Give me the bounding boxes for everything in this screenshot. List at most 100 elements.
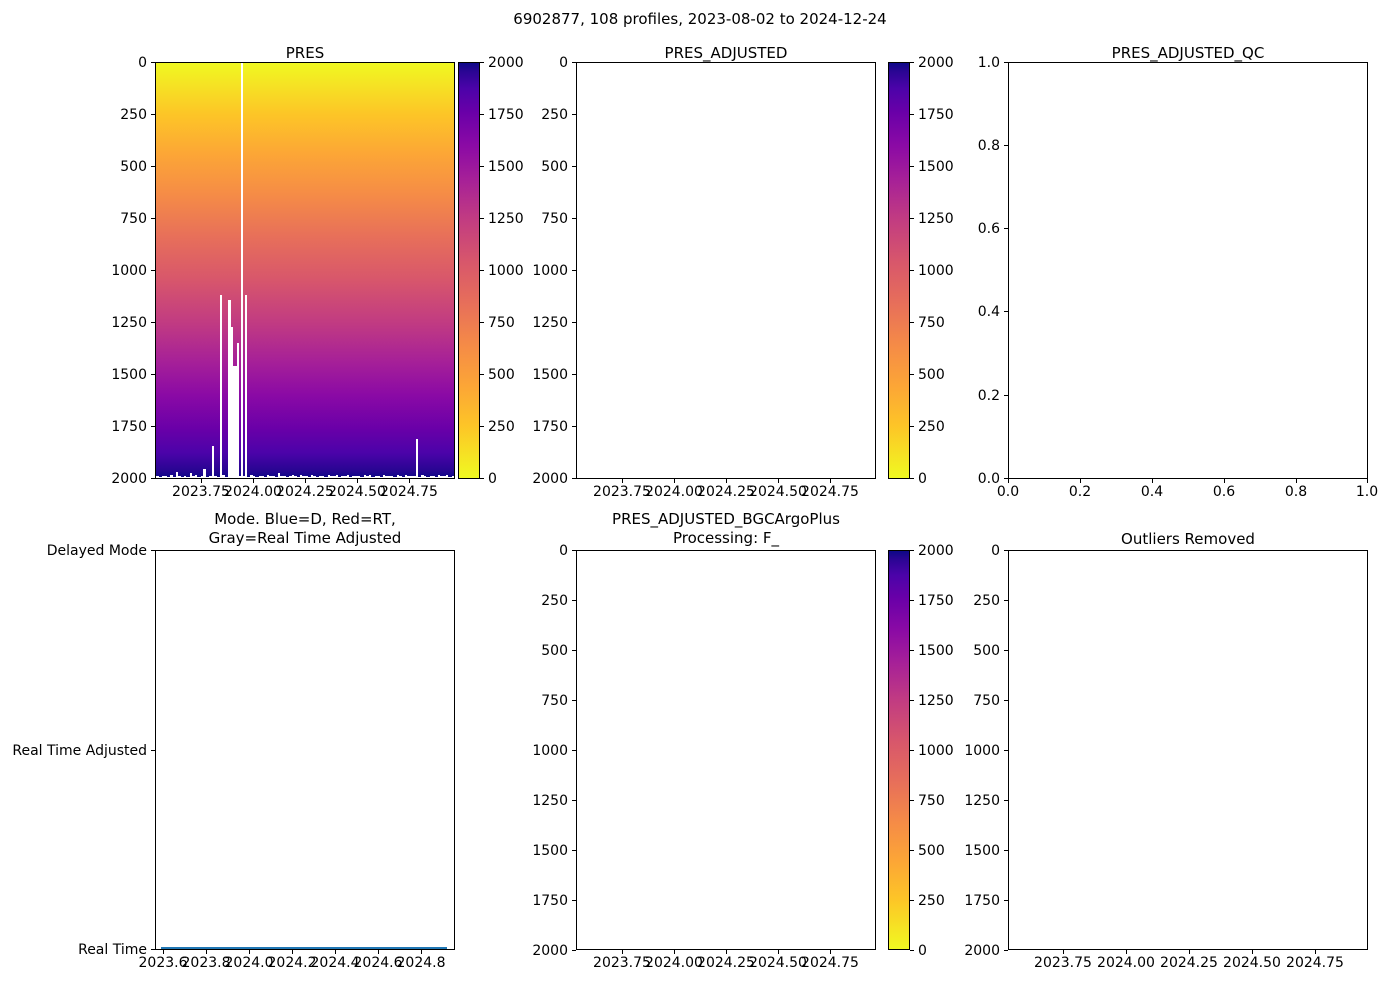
cbar-tick-label: 500: [918, 367, 945, 383]
cbar-tick-label: 1750: [918, 593, 954, 609]
xtick-mark: [409, 479, 410, 483]
cbar-tick-mark: [910, 218, 914, 219]
mode-data-point: [368, 947, 374, 949]
heatmap-column: [360, 63, 364, 477]
mode-data-point: [226, 947, 232, 949]
cbar-tick-mark: [910, 270, 914, 271]
axes-pres-adjusted-qc: [1008, 62, 1368, 479]
heatmap-column: [271, 63, 276, 476]
mode-data-point: [181, 947, 187, 949]
heatmap-column: [269, 63, 273, 477]
heatmap-column: [379, 63, 383, 477]
xtick-mark: [1008, 479, 1009, 483]
mode-data-point: [392, 947, 398, 949]
mode-data-point: [200, 947, 206, 949]
mode-data-point: [305, 947, 311, 949]
heatmap-column: [172, 63, 176, 477]
xtick-label: 2024.00: [645, 484, 703, 500]
xtick-mark: [778, 950, 779, 954]
xtick-label: 2024.00: [1097, 955, 1155, 971]
heatmap-column: [451, 63, 454, 476]
xtick-mark: [253, 479, 254, 483]
ytick-mark: [151, 550, 155, 551]
heatmap-column: [373, 63, 378, 476]
cbar-tick-mark: [910, 900, 914, 901]
ytick-label: 500: [541, 643, 568, 659]
cbar-tick-mark: [480, 478, 484, 479]
heatmap-column: [340, 63, 345, 476]
mode-data-point: [279, 947, 285, 949]
mode-data-point: [347, 947, 353, 949]
mode-data-point: [171, 947, 177, 949]
ytick-mark: [151, 218, 155, 219]
mode-data-point: [187, 947, 193, 949]
mode-data-point: [439, 947, 445, 949]
mode-data-point: [313, 947, 319, 949]
cbar-tick-mark: [910, 800, 914, 801]
mode-data-point: [289, 947, 295, 949]
ytick-label: 1750: [111, 419, 147, 435]
heatmap-column: [236, 63, 240, 344]
mode-data-point: [286, 947, 292, 949]
mode-data-point: [321, 947, 327, 949]
heatmap-column: [263, 63, 267, 477]
ytick-label: 250: [541, 107, 568, 123]
heatmap-column: [222, 63, 226, 476]
ytick-label: 1000: [532, 743, 568, 759]
mode-data-point: [339, 947, 345, 949]
ytick-label: 0.6: [977, 221, 1000, 237]
ytick-mark: [1004, 62, 1008, 63]
mode-data-point: [315, 947, 321, 949]
cbar-tick-mark: [480, 270, 484, 271]
ytick-label: Real Time Adjusted: [12, 743, 147, 759]
mode-data-point: [413, 947, 419, 949]
ytick-mark: [572, 700, 576, 701]
heatmap-column: [442, 63, 447, 477]
axes-title-pres-adjusted: PRES_ADJUSTED: [664, 44, 788, 62]
mode-series-line: [158, 949, 454, 950]
cbar-tick-mark: [910, 700, 914, 701]
heatmap-column: [390, 63, 394, 477]
heatmap-column: [183, 63, 187, 476]
mode-data-point: [297, 947, 303, 949]
xtick-mark: [830, 479, 831, 483]
ytick-label: 0.4: [977, 304, 1000, 320]
ytick-mark: [1004, 650, 1008, 651]
ytick-mark: [151, 270, 155, 271]
cbar-tick-mark: [480, 114, 484, 115]
ytick-mark: [572, 550, 576, 551]
heatmap-column: [409, 63, 414, 476]
axes-title-outliers-removed: Outliers Removed: [1121, 530, 1255, 548]
mode-data-point: [415, 947, 421, 949]
mode-data-point: [326, 947, 332, 949]
heatmap-column: [420, 63, 425, 476]
mode-data-point: [247, 947, 253, 949]
heatmap-gap: [240, 63, 243, 478]
mode-data-point: [365, 947, 371, 949]
xtick-label: 2024.0: [224, 955, 274, 971]
ytick-mark: [572, 270, 576, 271]
heatmap-column: [385, 63, 389, 477]
mode-data-point: [176, 947, 182, 949]
xtick-mark: [622, 479, 623, 483]
mode-data-point: [260, 947, 266, 949]
ytick-label: 1000: [532, 263, 568, 279]
colorbar-pres: [458, 62, 480, 479]
ytick-mark: [572, 374, 576, 375]
mode-data-point: [405, 947, 411, 949]
cbar-tick-label: 500: [918, 843, 945, 859]
heatmap-column: [368, 63, 372, 475]
heatmap-column: [180, 63, 185, 477]
xtick-mark: [1296, 479, 1297, 483]
ytick-mark: [1004, 228, 1008, 229]
mode-data-point: [384, 947, 390, 949]
ytick-mark: [1004, 311, 1008, 312]
mode-data-point: [192, 947, 198, 949]
xtick-mark: [1152, 479, 1153, 483]
heatmap-column: [156, 63, 160, 476]
heatmap-column: [316, 63, 320, 477]
mode-data-point: [195, 947, 201, 949]
ytick-mark: [572, 750, 576, 751]
mode-data-point: [376, 947, 382, 949]
